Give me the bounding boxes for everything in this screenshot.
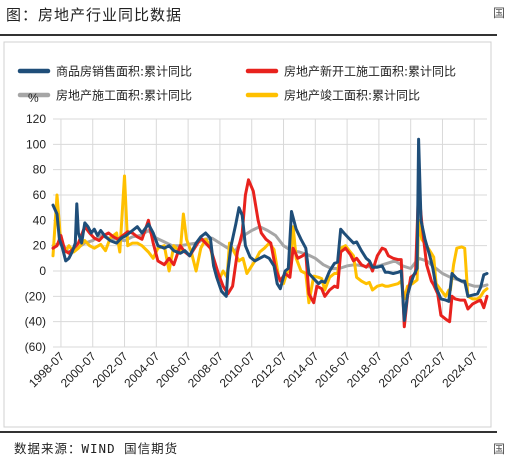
x-axis: 1998-072000-072002-072004-072006-072008-… [26, 349, 481, 390]
bottom-divider [0, 431, 497, 433]
y-tick-label: (40) [25, 315, 46, 329]
chart-frame [3, 41, 492, 428]
y-tick-label: 60 [33, 188, 47, 202]
legend-label: 房地产施工面积:累计同比 [56, 88, 192, 103]
y-tick-label: 120 [26, 112, 46, 126]
top-divider [0, 34, 497, 36]
y-tick-label: 80 [33, 163, 47, 177]
y-tick-label: 40 [33, 213, 47, 227]
y-tick-label: 20 [33, 239, 47, 253]
series-layer [51, 137, 489, 329]
y-tick-label: (20) [25, 289, 46, 303]
grid-layer [3, 41, 492, 428]
legend-label: 房地产竣工面积:累计同比 [284, 88, 420, 103]
y-axis-unit: % [28, 91, 39, 105]
legend-label: 商品房销售面积:累计同比 [56, 64, 192, 79]
y-tick-label: (60) [25, 340, 46, 354]
x-tick-label: 2024-07 [439, 349, 480, 390]
series-line [51, 137, 489, 322]
figure-title: 图：房地产行业同比数据 [6, 6, 183, 24]
y-tick-label: 0 [39, 264, 46, 278]
edge-glyph-bottom: 国 [492, 442, 505, 456]
y-tick-label: 100 [26, 137, 46, 151]
edge-glyph-top: 国 [492, 6, 505, 20]
legend-label: 房地产新开工施工面积:累计同比 [284, 64, 456, 79]
data-source: 数据来源：WIND 国信期货 [14, 441, 179, 456]
y-axis: 120 100 80 60 40 20 0 (20) (40) (60) [25, 112, 47, 354]
